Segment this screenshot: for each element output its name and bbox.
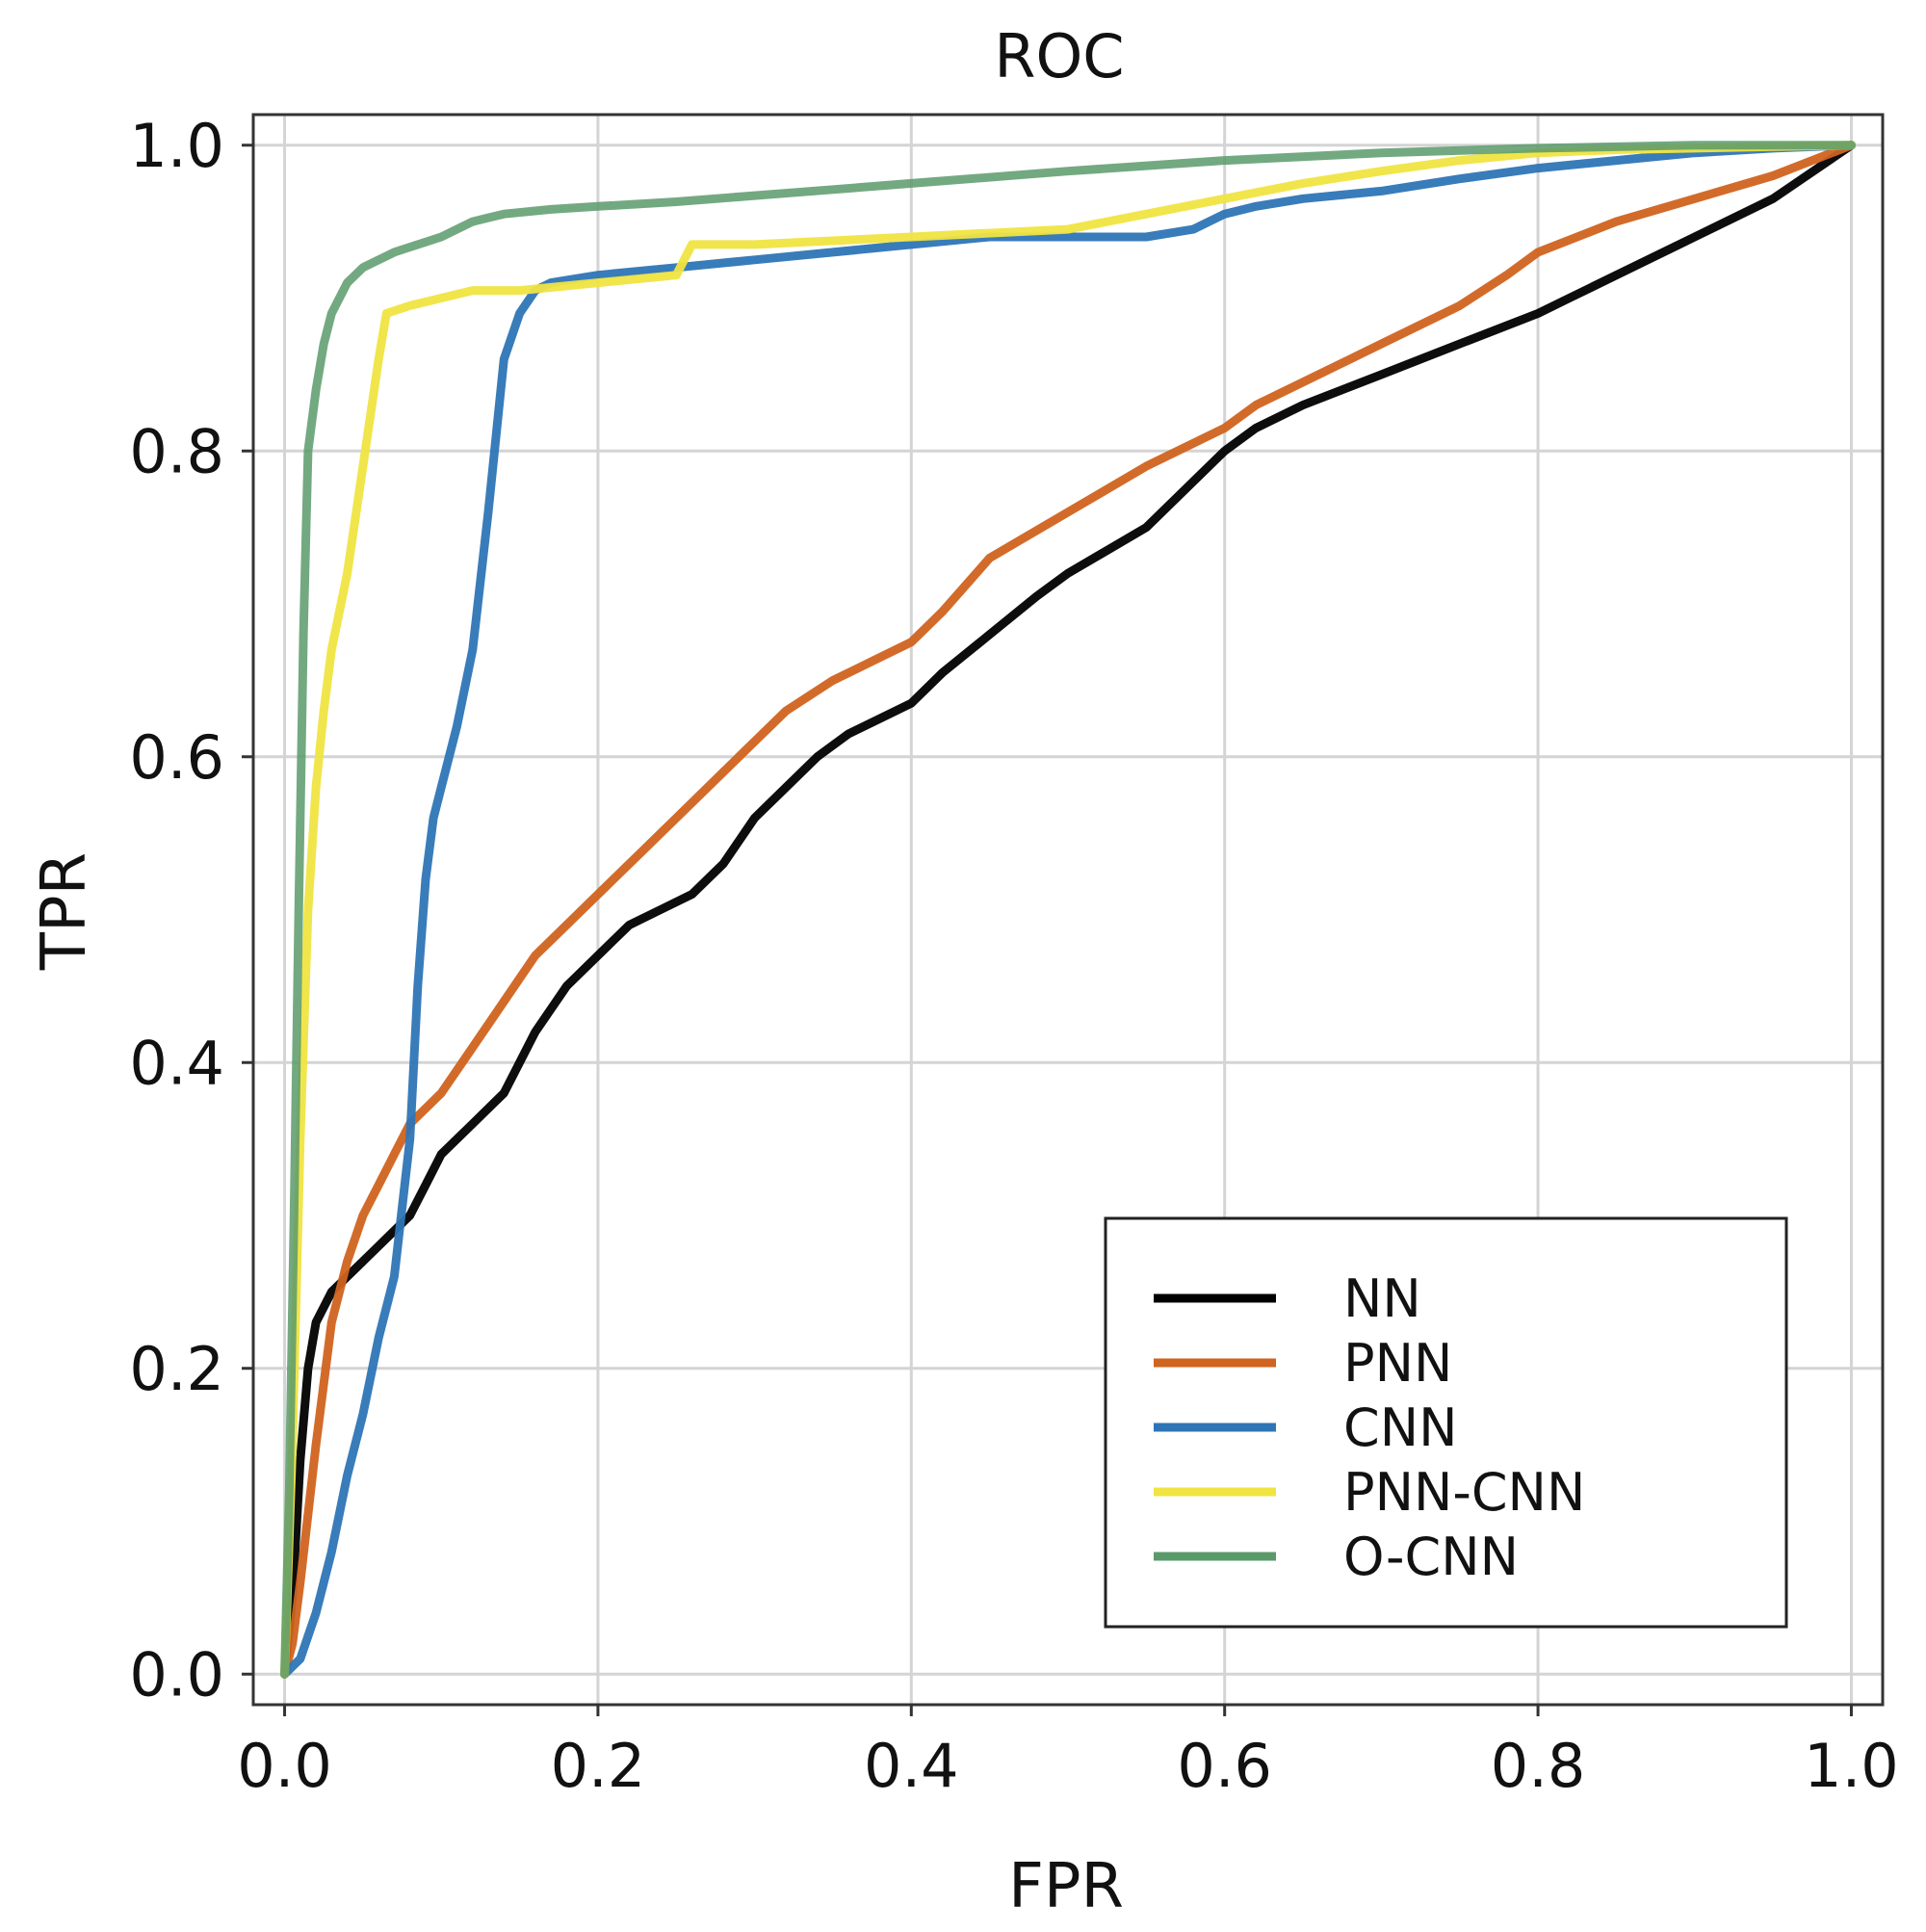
series-line-pnn xyxy=(280,141,1856,1679)
legend-label-cnn: CNN xyxy=(1343,1397,1458,1458)
y-tick-label-5: 1.0 xyxy=(129,111,224,181)
y-tick-label-3: 0.6 xyxy=(129,722,224,793)
y-tick-label-0: 0.0 xyxy=(129,1639,224,1710)
y-tick-label-4: 0.8 xyxy=(129,416,224,486)
series-line-o-cnn xyxy=(280,141,1856,1679)
plot-frame xyxy=(251,113,1885,1707)
series-lines xyxy=(280,141,1856,1679)
series-line-cnn xyxy=(280,141,1856,1679)
legend-label-pnn-cnn: PNN-CNN xyxy=(1343,1462,1585,1523)
x-tick-label-3: 0.6 xyxy=(1177,1731,1272,1801)
series-line-nn xyxy=(280,141,1856,1679)
legend-label-o-cnn: O-CNN xyxy=(1343,1527,1519,1587)
legend-label-nn: NN xyxy=(1343,1268,1421,1329)
y-tick-label-2: 0.4 xyxy=(129,1028,224,1098)
series-line-pnn-cnn xyxy=(280,141,1856,1679)
x-tick-label-5: 1.0 xyxy=(1804,1731,1899,1801)
chart-title: ROC xyxy=(994,21,1124,91)
x-axis-title: FPR xyxy=(1008,1851,1124,1922)
x-tick-label-0: 0.0 xyxy=(237,1731,332,1801)
x-tick-label-1: 0.2 xyxy=(551,1731,646,1801)
y-tick-label-1: 0.2 xyxy=(129,1334,224,1404)
x-tick-label-2: 0.4 xyxy=(864,1731,959,1801)
grid-lines xyxy=(253,115,1883,1705)
legend-label-pnn: PNN xyxy=(1343,1333,1452,1394)
x-tick-label-4: 0.8 xyxy=(1491,1731,1586,1801)
y-axis-title: TPR xyxy=(29,852,100,971)
x-axis-ticks: 0.0 0.2 0.4 0.6 0.8 1.0 xyxy=(237,1705,1899,1801)
y-axis-ticks: 0.0 0.2 0.4 0.6 0.8 1.0 xyxy=(129,111,253,1710)
